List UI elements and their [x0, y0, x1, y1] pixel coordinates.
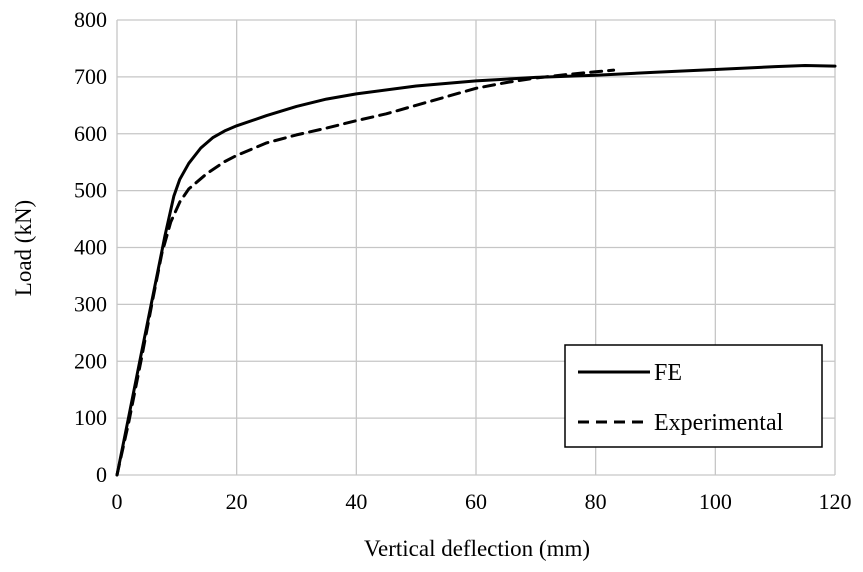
x-tick-label: 60: [465, 489, 487, 514]
y-tick-label: 400: [74, 235, 107, 260]
y-tick-label: 700: [74, 64, 107, 89]
legend: FE Experimental: [564, 344, 823, 448]
y-axis-title: Load (kN): [11, 200, 36, 296]
y-tick-label: 800: [74, 7, 107, 32]
series-line-experimental: [115, 68, 616, 477]
y-tick-label: 600: [74, 121, 107, 146]
x-tick-label: 0: [112, 489, 123, 514]
x-tick-labels: 0 20 40 60 80 100 120: [112, 489, 852, 514]
x-tick-label: 20: [226, 489, 248, 514]
y-tick-label: 200: [74, 348, 107, 373]
x-tick-label: 120: [819, 489, 852, 514]
y-tick-label: 0: [96, 462, 107, 487]
y-tick-labels: 0 100 200 300 400 500 600 700 800: [74, 7, 107, 487]
legend-label-experimental: Experimental: [654, 410, 784, 436]
x-axis-title: Vertical deflection (mm): [364, 536, 590, 561]
legend-label-fe: FE: [654, 360, 682, 386]
series-lines: [115, 64, 837, 477]
x-tick-label: 100: [699, 489, 732, 514]
legend-box: [564, 344, 823, 448]
y-tick-label: 100: [74, 405, 107, 430]
x-tick-label: 40: [345, 489, 367, 514]
y-tick-label: 300: [74, 291, 107, 316]
y-tick-label: 500: [74, 178, 107, 203]
x-tick-label: 80: [585, 489, 607, 514]
series-line-fe: [115, 64, 837, 477]
